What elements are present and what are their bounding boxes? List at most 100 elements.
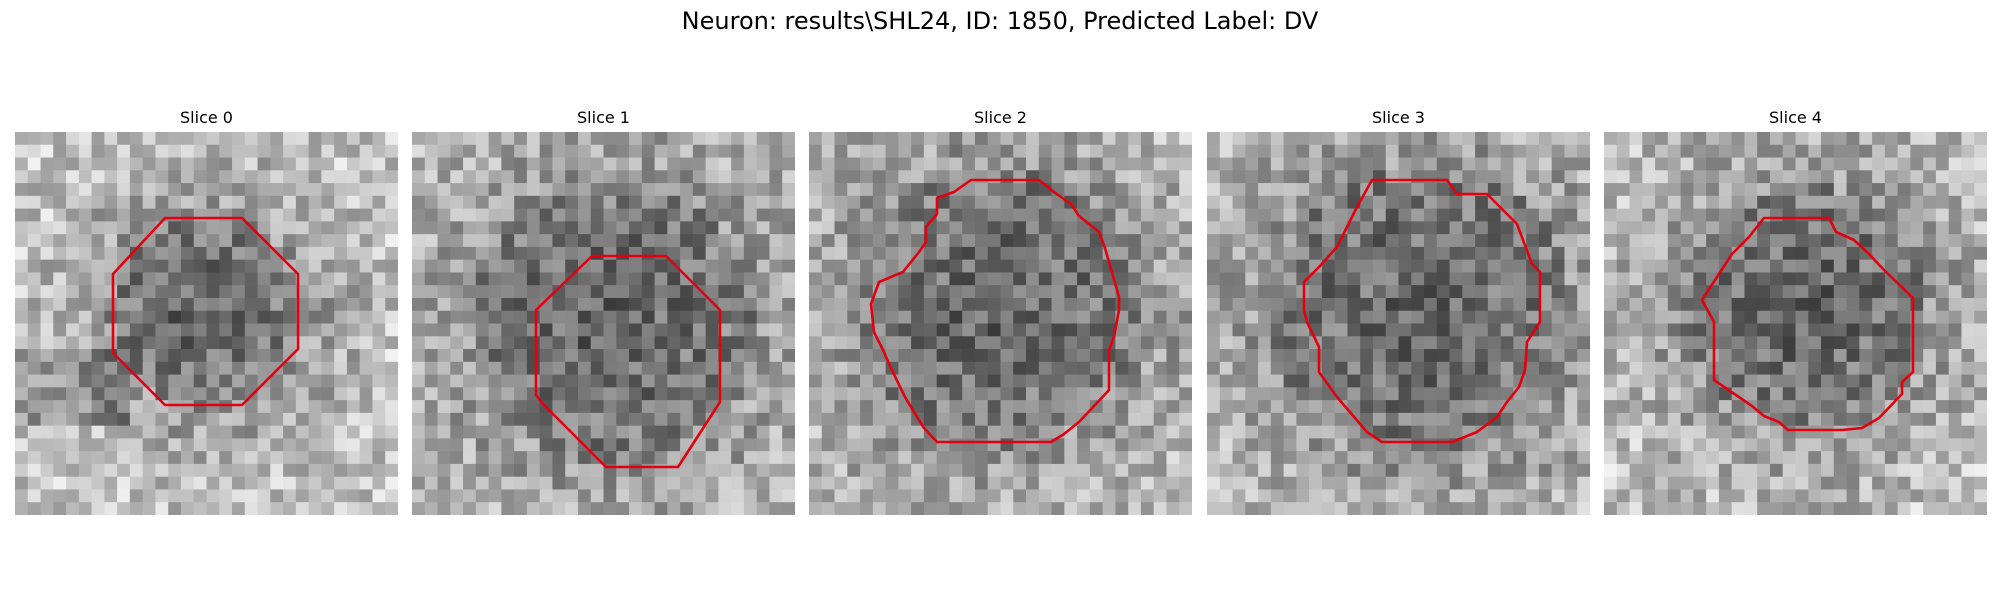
pixel <box>1731 387 1745 401</box>
pixel <box>847 502 861 515</box>
pixel <box>616 438 630 452</box>
pixel <box>526 425 541 439</box>
pixel <box>577 272 592 286</box>
pixel <box>680 502 694 515</box>
pixel <box>206 476 220 490</box>
pixel <box>1219 195 1233 209</box>
pixel <box>1833 183 1847 197</box>
pixel <box>346 374 361 388</box>
pixel <box>654 502 668 515</box>
pixel <box>1538 285 1553 299</box>
pixel <box>1077 336 1091 350</box>
pixel <box>1846 272 1860 286</box>
pixel <box>501 400 515 414</box>
pixel <box>168 451 182 465</box>
pixel <box>450 412 464 427</box>
pixel <box>15 183 29 197</box>
pixel <box>437 132 451 146</box>
pixel <box>1693 144 1707 158</box>
slice-title: Slice 2 <box>974 108 1027 127</box>
pixel <box>1655 502 1669 515</box>
pixel <box>1884 310 1899 324</box>
pixel <box>180 438 195 452</box>
pixel <box>1923 310 1937 324</box>
pixel <box>641 323 655 337</box>
pixel <box>949 463 963 478</box>
pixel <box>104 234 118 248</box>
pixel <box>91 272 105 286</box>
pixel <box>1245 400 1259 414</box>
pixel <box>104 502 118 515</box>
pixel <box>129 336 144 350</box>
pixel <box>1270 170 1284 184</box>
pixel <box>1411 438 1425 452</box>
pixel <box>743 349 758 363</box>
pixel <box>1948 144 1962 158</box>
pixel <box>1038 170 1052 184</box>
pixel <box>743 259 758 273</box>
pixel <box>834 272 848 286</box>
pixel <box>142 349 156 363</box>
pixel <box>244 349 258 363</box>
pixel <box>1115 476 1129 490</box>
pixel <box>1604 400 1618 414</box>
pixel <box>1424 221 1438 235</box>
pixel <box>1115 170 1129 184</box>
pixel <box>1232 157 1246 171</box>
pixel <box>616 259 630 273</box>
pixel <box>1077 502 1091 515</box>
pixel <box>270 425 284 439</box>
pixel <box>488 323 502 337</box>
pixel <box>577 451 592 465</box>
pixel <box>565 157 579 171</box>
pixel <box>872 400 886 414</box>
pixel <box>372 323 386 337</box>
pixel <box>1179 451 1192 465</box>
pixel <box>860 144 874 158</box>
pixel <box>1655 234 1669 248</box>
pixel <box>923 438 938 452</box>
pixel <box>911 400 925 414</box>
pixel <box>782 387 795 401</box>
pixel <box>526 361 541 375</box>
pixel <box>257 412 271 427</box>
pixel <box>168 285 182 299</box>
pixel <box>359 502 373 515</box>
pixel <box>949 221 963 235</box>
pixel <box>743 463 758 478</box>
pixel <box>1655 374 1669 388</box>
pixel <box>1744 144 1758 158</box>
pixel <box>680 170 694 184</box>
pixel <box>1795 310 1809 324</box>
pixel <box>1795 463 1809 478</box>
pixel <box>206 349 220 363</box>
pixel <box>1232 336 1246 350</box>
pixel <box>1089 183 1104 197</box>
pixel <box>1884 489 1899 503</box>
pixel <box>104 170 118 184</box>
pixel <box>1526 502 1540 515</box>
pixel <box>1334 246 1348 261</box>
pixel <box>1207 323 1221 337</box>
pixel <box>1974 476 1987 490</box>
pixel <box>359 183 373 197</box>
pixel <box>872 195 886 209</box>
pixel <box>437 170 451 184</box>
pixel <box>1347 502 1361 515</box>
pixel <box>756 144 770 158</box>
pixel <box>27 438 41 452</box>
pixel <box>743 246 758 261</box>
pixel <box>412 476 426 490</box>
pixel <box>1577 336 1590 350</box>
pixel <box>1872 489 1886 503</box>
pixel <box>385 489 398 503</box>
pixel <box>834 374 848 388</box>
pixel <box>526 221 541 235</box>
pixel <box>577 412 592 427</box>
pixel <box>1398 361 1412 375</box>
pixel <box>847 361 861 375</box>
pixel <box>1821 438 1835 452</box>
pixel <box>1398 400 1412 414</box>
pixel <box>1153 489 1167 503</box>
pixel <box>1140 310 1155 324</box>
